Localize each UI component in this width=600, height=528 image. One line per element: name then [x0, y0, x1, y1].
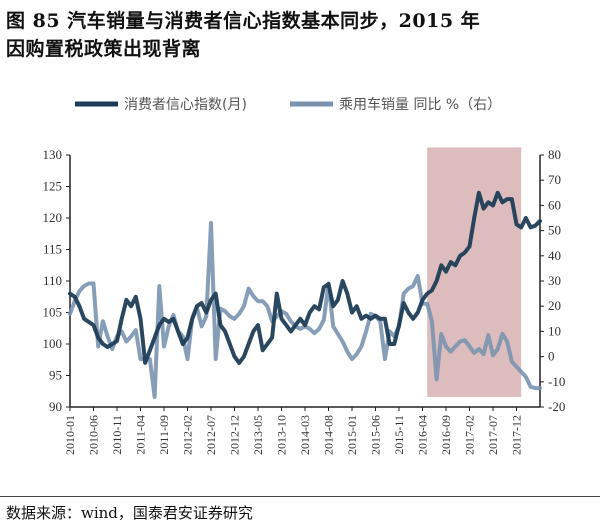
- left-tick-label: 120: [43, 210, 63, 225]
- left-tick-label: 105: [43, 305, 63, 320]
- right-tick-label: 30: [548, 273, 561, 288]
- right-tick-label: 0: [548, 349, 555, 364]
- x-tick-label: 2010-11: [110, 415, 124, 455]
- right-tick-label: 80: [548, 147, 561, 162]
- left-tick-label: 130: [43, 147, 63, 162]
- left-tick-label: 125: [43, 179, 63, 194]
- right-tick-label: 50: [548, 223, 561, 238]
- x-tick-label: 2015-11: [392, 415, 406, 455]
- x-tick-label: 2016-09: [439, 415, 453, 455]
- chart-title-line-2: 因购置税政策出现背离: [6, 38, 202, 60]
- x-tick-label: 2016-04: [416, 415, 430, 455]
- x-tick-label: 2011-04: [134, 415, 148, 455]
- x-tick-label: 2017-07: [486, 415, 500, 455]
- x-tick-label: 2012-02: [181, 415, 195, 455]
- footer-divider: [0, 496, 600, 497]
- source-note: 数据来源：wind，国泰君安证券研究: [6, 504, 253, 522]
- right-tick-label: 70: [548, 172, 561, 187]
- series-line-consumer-confidence: [68, 190, 542, 365]
- legend-label-consumer-confidence: 消费者信心指数(月): [124, 97, 247, 113]
- left-tick-label: 90: [49, 399, 62, 414]
- x-tick-label: 2015-01: [345, 415, 359, 455]
- right-tick-label: -20: [548, 399, 565, 414]
- x-tick-label: 2012-07: [204, 415, 218, 455]
- x-tick-label: 2013-05: [251, 415, 265, 455]
- x-tick-label: 2013-10: [275, 415, 289, 455]
- chart-title-line-1: 图 85 汽车销量与消费者信心指数基本同步，2015 年: [6, 10, 481, 32]
- x-tick-label: 2014-08: [322, 415, 336, 455]
- left-tick-label: 115: [43, 242, 62, 257]
- right-tick-label: 40: [548, 248, 561, 263]
- left-tick-label: 100: [43, 336, 63, 351]
- right-tick-label: -10: [548, 374, 565, 389]
- x-tick-label: 2010-01: [63, 415, 77, 455]
- right-tick-label: 60: [548, 197, 561, 212]
- x-tick-label: 2014-03: [298, 415, 312, 455]
- left-tick-label: 95: [49, 368, 62, 383]
- x-tick-label: 2012-12: [228, 415, 242, 455]
- x-tick-label: 2015-06: [369, 415, 383, 455]
- x-tick-label: 2010-06: [87, 415, 101, 455]
- x-tick-label: 2017-02: [463, 415, 477, 455]
- left-tick-label: 110: [43, 273, 62, 288]
- right-tick-label: 20: [548, 298, 561, 313]
- shaded-period: [427, 147, 522, 397]
- right-tick-label: 10: [548, 323, 561, 338]
- x-tick-label: 2017-12: [510, 415, 524, 455]
- x-tick-label: 2011-09: [157, 415, 171, 455]
- legend-label-car-sales-yoy: 乘用车销量 同比 %（右）: [339, 96, 501, 113]
